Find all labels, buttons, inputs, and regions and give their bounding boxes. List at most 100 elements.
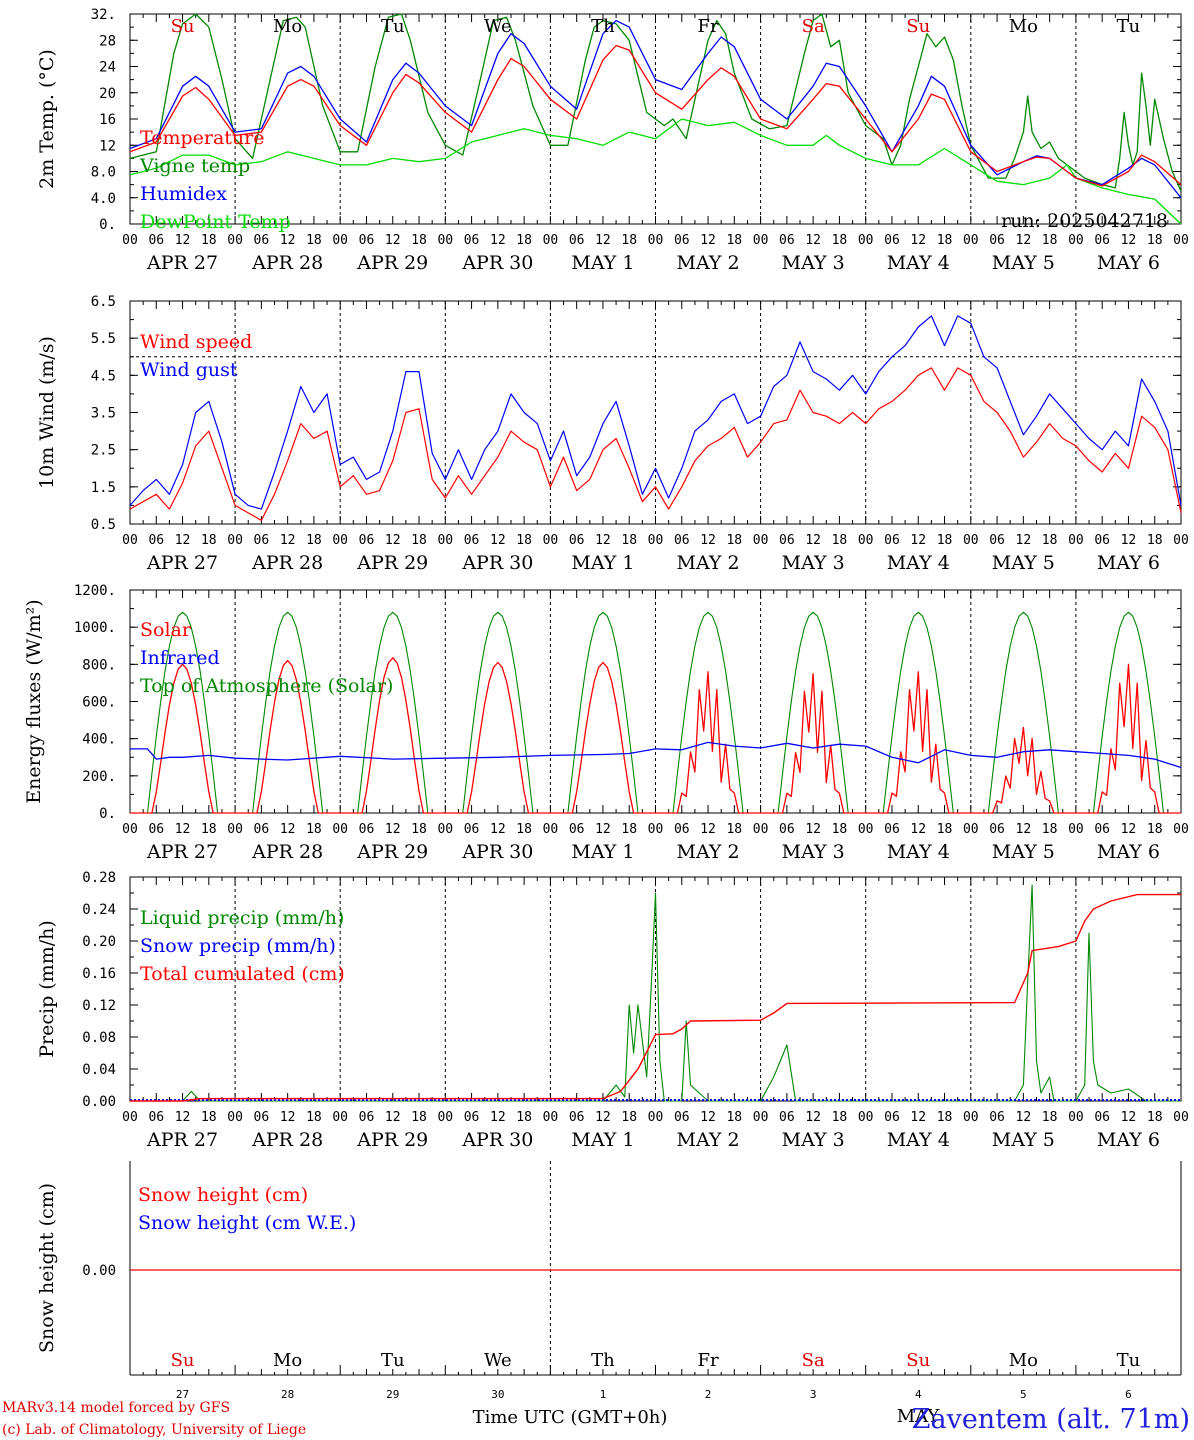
y-tick-label: 200.	[82, 769, 116, 785]
y-tick-label: 0.08	[82, 1030, 116, 1046]
date-label: MAY 3	[782, 1129, 845, 1151]
hour-tick-label: 06	[569, 233, 585, 248]
hour-tick-label: 00	[1173, 533, 1189, 548]
y-tick-label: 600.	[82, 695, 116, 711]
hour-tick-label: 12	[385, 533, 401, 548]
hour-tick-label: 12	[490, 233, 506, 248]
weekday-label: Tu	[381, 1350, 405, 1371]
date-label: MAY 6	[1097, 552, 1160, 574]
y-axis-label: 2m Temp. (°C)	[36, 49, 58, 189]
hour-tick-label: 06	[1094, 822, 1110, 837]
date-label: MAY 5	[992, 252, 1055, 274]
weekday-label: Tu	[381, 16, 405, 37]
hour-tick-label: 00	[753, 533, 769, 548]
date-label: MAY 4	[887, 841, 950, 863]
month-label: MAY	[897, 1406, 941, 1427]
y-axis-label: Precip (mm/h)	[36, 920, 58, 1058]
hour-tick-label: 00	[332, 233, 348, 248]
y-tick-label: 16	[99, 112, 116, 128]
hour-tick-label: 18	[726, 1110, 742, 1125]
hour-tick-label: 06	[359, 1110, 375, 1125]
hour-tick-label: 12	[280, 822, 296, 837]
hour-tick-label: 12	[910, 1110, 926, 1125]
hour-tick-label: 18	[832, 233, 848, 248]
hour-tick-label: 06	[779, 233, 795, 248]
y-tick-label: 800.	[82, 657, 116, 673]
hour-tick-label: 06	[884, 533, 900, 548]
hour-tick-label: 18	[411, 1110, 427, 1125]
hour-tick-label: 00	[1068, 822, 1084, 837]
date-label: APR 30	[461, 552, 533, 574]
hour-tick-label: 18	[937, 1110, 953, 1125]
legend-entry: Wind speed	[140, 331, 252, 353]
day-number: 29	[386, 1388, 399, 1401]
weekday-label: Tu	[1117, 16, 1141, 37]
hour-tick-label: 18	[201, 822, 217, 837]
hour-tick-label: 18	[832, 822, 848, 837]
y-tick-label: 0.20	[82, 934, 116, 950]
hour-tick-label: 06	[254, 233, 270, 248]
date-label: APR 30	[461, 841, 533, 863]
hour-tick-label: 06	[884, 822, 900, 837]
y-tick-label: 0.04	[82, 1062, 116, 1078]
hour-tick-label: 06	[989, 533, 1005, 548]
y-tick-label: 0.00	[82, 1094, 116, 1110]
y-tick-label: 0.5	[91, 517, 116, 533]
date-label: APR 29	[356, 1129, 428, 1151]
date-label: MAY 3	[782, 552, 845, 574]
date-label: MAY 4	[887, 1129, 950, 1151]
hour-tick-label: 00	[543, 533, 559, 548]
date-label: MAY 6	[1097, 252, 1160, 274]
hour-tick-label: 18	[726, 822, 742, 837]
hour-tick-label: 00	[963, 533, 979, 548]
hour-tick-label: 12	[1016, 533, 1032, 548]
y-axis-label: 10m Wind (m/s)	[36, 336, 58, 489]
hour-tick-label: 00	[858, 533, 874, 548]
series-line	[130, 884, 1181, 1102]
weekday-label: Su	[171, 1350, 195, 1371]
weekday-label: Th	[591, 16, 615, 37]
date-label: APR 27	[146, 552, 218, 574]
series-line	[130, 741, 1182, 769]
hour-tick-label: 18	[306, 1110, 322, 1125]
hour-tick-label: 06	[1094, 533, 1110, 548]
weekday-label: Mo	[1009, 1350, 1038, 1371]
series-line	[130, 893, 1181, 1102]
hour-tick-label: 12	[280, 533, 296, 548]
series-line	[129, 315, 1182, 510]
date-label: APR 28	[251, 252, 323, 274]
hour-tick-label: 12	[700, 1110, 716, 1125]
weekday-label: Su	[171, 16, 195, 37]
hour-tick-label: 18	[306, 233, 322, 248]
x-axis-title: Time UTC (GMT+0h)	[473, 1407, 668, 1428]
hour-tick-label: 00	[753, 233, 769, 248]
y-tick-label: 0.00	[82, 1263, 116, 1279]
hour-tick-label: 18	[201, 1110, 217, 1125]
date-label: APR 28	[251, 552, 323, 574]
hour-tick-label: 12	[385, 233, 401, 248]
hour-tick-label: 06	[464, 1110, 480, 1125]
weekday-label: Sa	[802, 16, 825, 37]
hour-tick-label: 06	[569, 533, 585, 548]
legend-entry: Solar	[140, 619, 192, 641]
legend-entry: Total cumulated (cm)	[140, 963, 345, 985]
hour-tick-label: 00	[122, 533, 138, 548]
hour-tick-label: 06	[148, 233, 164, 248]
hour-tick-label: 12	[805, 822, 821, 837]
panel-frame	[129, 589, 1182, 814]
weekday-label: Fr	[698, 16, 719, 37]
hour-tick-label: 18	[516, 1110, 532, 1125]
hour-tick-label: 12	[175, 822, 191, 837]
y-tick-label: 0.28	[82, 870, 116, 886]
hour-tick-label: 00	[1068, 233, 1084, 248]
hour-tick-label: 06	[779, 822, 795, 837]
date-label: MAY 5	[992, 1129, 1055, 1151]
hour-tick-label: 06	[1094, 233, 1110, 248]
hour-tick-label: 00	[332, 822, 348, 837]
hour-tick-label: 12	[595, 533, 611, 548]
series-line	[129, 367, 1182, 521]
hour-tick-label: 00	[753, 1110, 769, 1125]
hour-tick-label: 00	[753, 822, 769, 837]
hour-tick-label: 00	[332, 1110, 348, 1125]
y-tick-label: 400.	[82, 732, 116, 748]
